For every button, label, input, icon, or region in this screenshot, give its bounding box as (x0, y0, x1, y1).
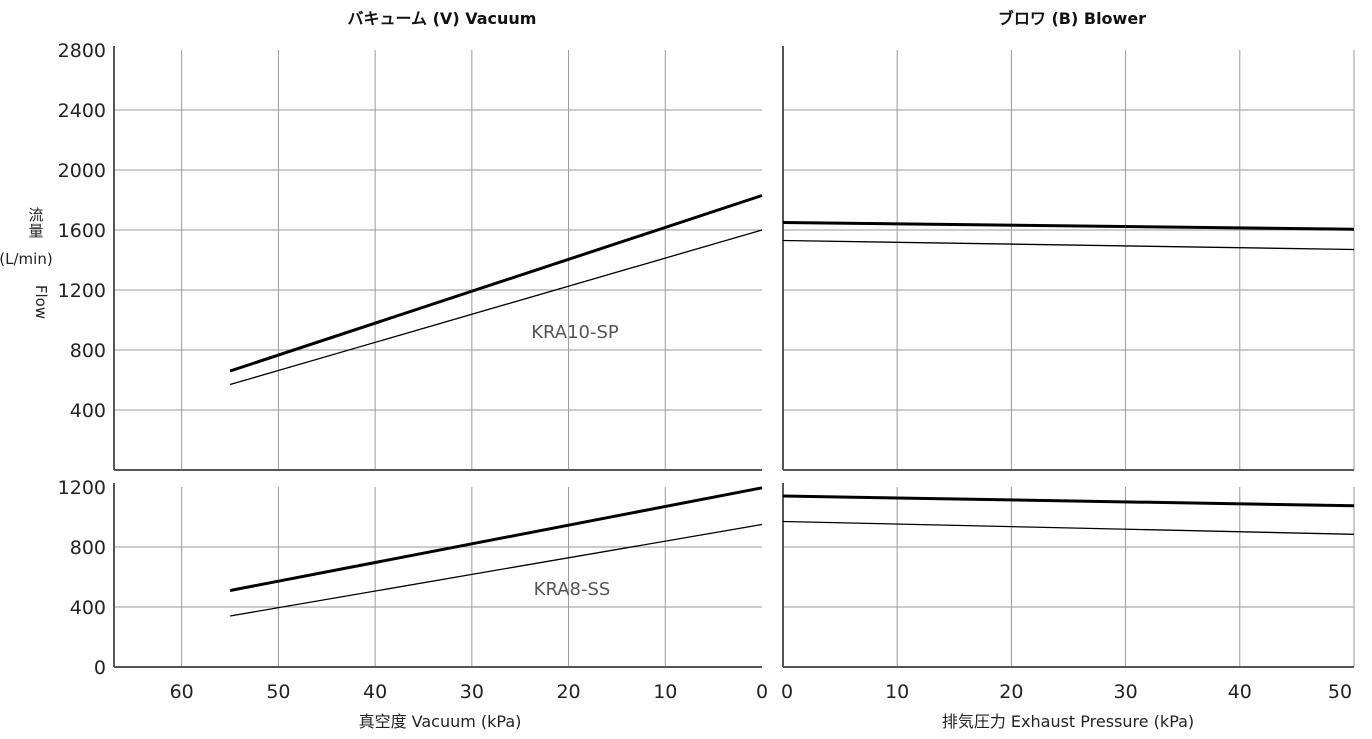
x-tick-label-vacuum: 40 (363, 681, 387, 703)
series-line-thick (782, 221, 1355, 231)
y-label-flow: Flow (32, 285, 50, 319)
y-tick-label: 1200 (58, 477, 106, 499)
x-tick-label-blower: 20 (999, 681, 1023, 703)
x-tick-label-blower: 0 (781, 681, 793, 703)
x-tick-label-vacuum: 60 (170, 681, 194, 703)
y-tick-label: 400 (70, 400, 106, 422)
x-tick-label-vacuum: 30 (460, 681, 484, 703)
x-tick-label-vacuum: 50 (266, 681, 290, 703)
series-layer (229, 194, 1355, 617)
x-tick-label-blower: 30 (1114, 681, 1138, 703)
y-tick-label: 1200 (58, 280, 106, 302)
series-line-thin (229, 523, 763, 617)
series-line-thin (782, 520, 1355, 535)
vacuum-panel-title: バキューム (V) Vacuum (348, 9, 537, 28)
y-label-jp-char-1: 流 (28, 206, 43, 224)
y-tick-label: 2400 (58, 100, 106, 122)
series-line-thick (229, 486, 763, 592)
model-label-kra8-ss: KRA8-SS (534, 579, 611, 600)
axis-layer (113, 46, 1354, 668)
model-label-kra10-sp: KRA10-SP (531, 322, 619, 343)
y-tick-label: 800 (70, 340, 106, 362)
blower-panel-title: ブロワ (B) Blower (998, 9, 1146, 28)
y-tick-label: 2000 (58, 160, 106, 182)
x-tick-label-vacuum: 0 (756, 681, 768, 703)
x-tick-label-blower: 40 (1228, 681, 1252, 703)
y-tick-label: 800 (70, 537, 106, 559)
y-label-unit: (L/min) (0, 250, 53, 268)
y-tick-label: 400 (70, 597, 106, 619)
y-tick-label: 0 (94, 657, 106, 679)
series-line-thick (229, 194, 763, 373)
y-tick-label: 1600 (58, 220, 106, 242)
series-line-thin (229, 229, 763, 386)
label-layer: バキューム (V) Vacuum ブロワ (B) Blower 真空度 Vacu… (0, 9, 1352, 731)
x-tick-label-blower: 50 (1328, 681, 1352, 703)
x-tick-label-blower: 10 (885, 681, 909, 703)
vacuum-x-axis-label: 真空度 Vacuum (kPa) (359, 712, 522, 731)
y-tick-label: 2800 (58, 40, 106, 62)
series-line-thin (782, 239, 1355, 251)
series-line-thick (782, 494, 1355, 508)
x-tick-label-vacuum: 20 (556, 681, 580, 703)
y-label-jp-char-2: 量 (28, 222, 43, 240)
x-tick-label-vacuum: 10 (653, 681, 677, 703)
grid-layer (114, 50, 1355, 667)
blower-x-axis-label: 排気圧力 Exhaust Pressure (kPa) (942, 712, 1194, 731)
